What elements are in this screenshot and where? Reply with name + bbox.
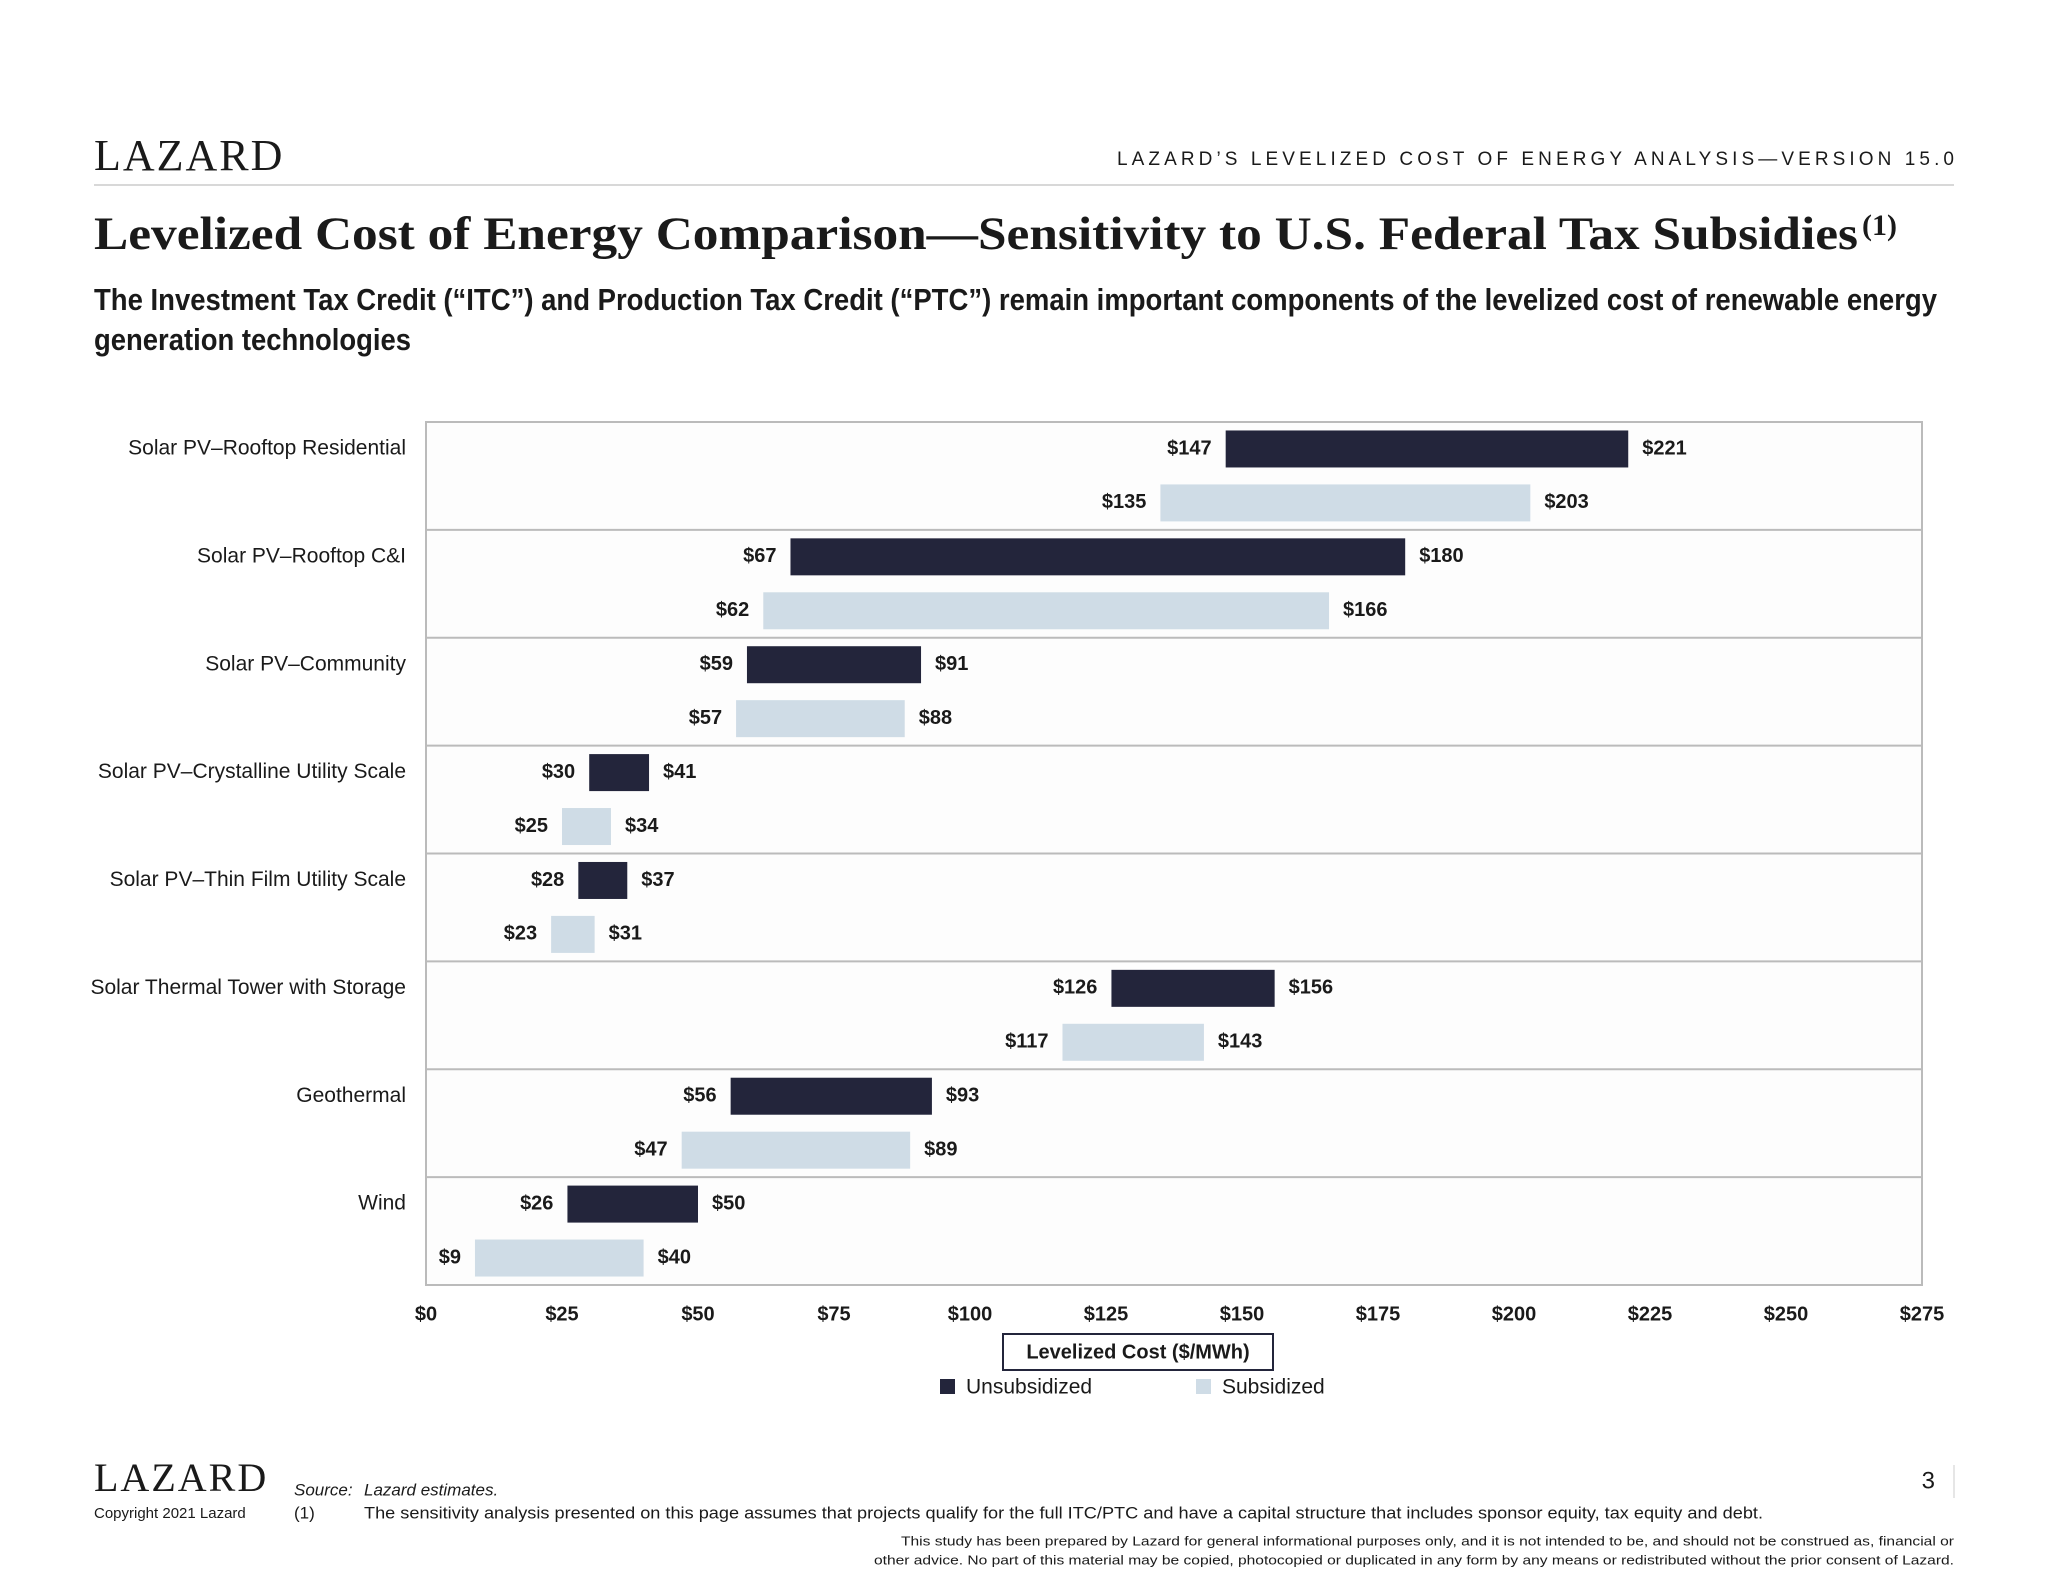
x-tick-label: $25 [545,1303,578,1325]
value-label: $93 [946,1085,979,1107]
bar [1225,430,1629,468]
value-label: $47 [634,1138,667,1160]
category-label: Wind [358,1192,406,1215]
value-label: $180 [1419,545,1464,567]
value-label: $50 [712,1192,745,1214]
category-label: Geothermal [296,1084,406,1107]
disclaimer: This study has been prepared by Lazard f… [901,1533,1955,1548]
legend-swatch [1196,1379,1211,1394]
legend-swatch [940,1379,955,1394]
value-label: $31 [609,923,642,945]
bar [567,1185,698,1223]
category-label: Solar PV–Thin Film Utility Scale [110,868,406,891]
value-label: $9 [439,1246,461,1268]
copyright: Copyright 2021 Lazard [94,1505,246,1522]
page-number: 3 [1922,1467,1935,1494]
bar [746,646,922,684]
bar [1111,969,1275,1007]
value-label: $56 [683,1085,716,1107]
value-label: $25 [515,815,548,837]
source: Lazard estimates. [364,1480,498,1499]
bar [551,915,595,953]
bar [1160,484,1531,522]
report-name: LAZARD’S LEVELIZED COST OF ENERGY ANALYS… [1117,149,1954,170]
category-label: Solar Thermal Tower with Storage [90,976,406,999]
value-label: $67 [743,545,776,567]
note: The sensitivity analysis presented on th… [364,1503,1763,1522]
value-label: $26 [520,1192,553,1214]
x-tick-label: $225 [1628,1303,1673,1325]
category-label: Solar PV–Rooftop Residential [128,437,406,460]
category-label: Solar PV–Crystalline Utility Scale [98,760,406,783]
x-axis-label-box [1002,1333,1274,1371]
value-label: $40 [658,1246,691,1268]
footer-logo: LAZARD [94,1455,268,1500]
bar [736,700,905,738]
x-tick-label: $175 [1356,1303,1401,1325]
bar [790,538,1406,576]
x-tick-label: $250 [1764,1303,1809,1325]
value-label: $117 [1005,1031,1048,1053]
value-label: $28 [531,869,564,891]
value-label: $89 [924,1138,957,1160]
value-label: $88 [919,707,952,729]
value-label: $156 [1289,977,1334,999]
x-tick-label: $0 [415,1303,437,1325]
x-axis-label: Levelized Cost ($/MWh) [1026,1341,1249,1363]
bar [763,592,1330,630]
category-label: Solar PV–Rooftop C&I [197,544,406,567]
bar [681,1131,911,1169]
value-label: $135 [1102,491,1147,513]
value-label: $203 [1544,491,1589,513]
value-label: $30 [542,761,575,783]
bar [578,861,628,899]
value-label: $147 [1167,437,1212,459]
value-label: $23 [504,923,537,945]
legend-label: Unsubsidized [966,1376,1092,1399]
value-label: $91 [935,653,968,675]
bar [1062,1023,1204,1061]
value-label: $59 [700,653,733,675]
category-label: Solar PV–Community [205,652,406,675]
bar [562,808,611,846]
value-label: $62 [716,599,749,621]
x-tick-label: $200 [1492,1303,1537,1325]
subtitle: generation technologies [94,322,411,357]
value-label: $57 [689,707,722,729]
title: Levelized Cost of Energy Comparison—Sens… [94,208,1858,260]
value-label: $143 [1218,1031,1263,1053]
note-marker: (1) [294,1503,315,1522]
x-tick-label: $125 [1084,1303,1129,1325]
legend-label: Subsidized [1222,1376,1325,1399]
disclaimer: other advice. No part of this material m… [874,1552,1954,1567]
value-label: $37 [641,869,674,891]
value-label: $41 [663,761,696,783]
bar [589,754,650,792]
x-tick-label: $275 [1900,1303,1945,1325]
x-tick-label: $100 [948,1303,993,1325]
value-label: $34 [625,815,659,837]
bar [730,1077,932,1115]
x-tick-label: $150 [1220,1303,1265,1325]
bar [474,1239,644,1277]
logo: LAZARD [94,131,284,180]
x-tick-label: $75 [817,1303,850,1325]
source-label: Source: [294,1480,353,1499]
value-label: $126 [1053,977,1098,999]
title-note: (1) [1862,209,1897,242]
value-label: $221 [1642,437,1687,459]
chart: $0 $25 $50 $75 $100 $125 $150 $175 $200 $225 $250 $… [90,421,1945,1399]
value-label: $166 [1343,599,1388,621]
subtitle: The Investment Tax Credit (“ITC”) and Pr… [94,282,1938,317]
x-tick-label: $50 [681,1303,714,1325]
